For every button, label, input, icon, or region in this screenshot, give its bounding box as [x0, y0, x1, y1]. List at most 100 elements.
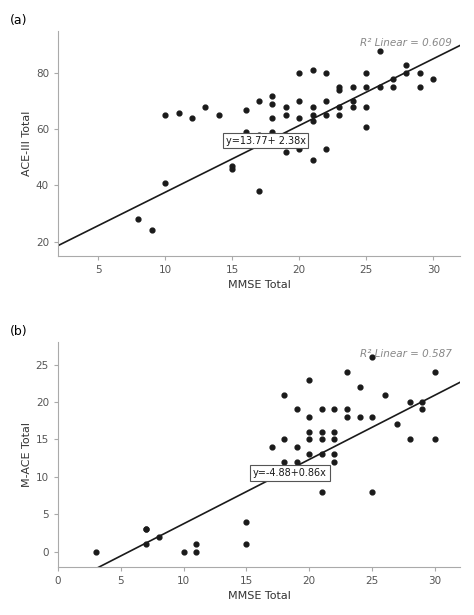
Point	[142, 539, 150, 549]
Point	[309, 66, 317, 76]
Point	[155, 532, 162, 542]
Point	[306, 375, 313, 384]
Point	[322, 68, 330, 78]
Point	[318, 472, 326, 482]
Point	[363, 68, 370, 78]
Point	[376, 46, 383, 56]
Point	[349, 97, 356, 106]
Point	[349, 102, 356, 112]
Point	[255, 186, 263, 196]
Point	[331, 434, 338, 444]
Text: R² Linear = 0.609: R² Linear = 0.609	[360, 38, 452, 48]
Point	[431, 434, 439, 444]
Point	[416, 68, 424, 78]
Text: (b): (b)	[9, 325, 27, 338]
Point	[192, 547, 200, 557]
Point	[431, 367, 439, 377]
Point	[336, 102, 343, 112]
Point	[148, 225, 155, 235]
Point	[269, 127, 276, 137]
Point	[135, 214, 142, 224]
Point	[282, 111, 290, 121]
Point	[228, 164, 236, 173]
Point	[419, 397, 426, 407]
Point	[376, 82, 383, 92]
Point	[343, 405, 351, 415]
Point	[282, 102, 290, 112]
Point	[363, 102, 370, 112]
Point	[306, 434, 313, 444]
Point	[255, 97, 263, 106]
Point	[389, 82, 397, 92]
Point	[363, 122, 370, 132]
Point	[349, 82, 356, 92]
Point	[162, 178, 169, 188]
Point	[309, 116, 317, 126]
Point	[293, 457, 301, 467]
Point	[242, 105, 249, 114]
Point	[343, 367, 351, 377]
Point	[295, 113, 303, 123]
Point	[322, 97, 330, 106]
Point	[318, 405, 326, 415]
Point	[192, 539, 200, 549]
Point	[228, 161, 236, 171]
Point	[306, 450, 313, 459]
Point	[336, 85, 343, 95]
Point	[295, 97, 303, 106]
Point	[356, 412, 364, 422]
Point	[281, 434, 288, 444]
Point	[142, 524, 150, 534]
Point	[162, 111, 169, 121]
Point	[322, 144, 330, 154]
Point	[242, 127, 249, 137]
Point	[406, 434, 414, 444]
Point	[269, 113, 276, 123]
Point	[331, 427, 338, 437]
Point	[363, 82, 370, 92]
Point	[268, 442, 275, 452]
Text: R² Linear = 0.587: R² Linear = 0.587	[360, 349, 452, 359]
Point	[293, 442, 301, 452]
Point	[381, 389, 389, 399]
Point	[309, 102, 317, 112]
Text: y=-4.88+0.86x: y=-4.88+0.86x	[253, 468, 327, 478]
Point	[343, 412, 351, 422]
Point	[282, 147, 290, 157]
Point	[406, 397, 414, 407]
Point	[318, 487, 326, 497]
Point	[243, 517, 250, 526]
Point	[188, 113, 196, 123]
Point	[429, 74, 437, 84]
Point	[306, 427, 313, 437]
Point	[243, 539, 250, 549]
Point	[322, 111, 330, 121]
Point	[368, 487, 376, 497]
Point	[318, 450, 326, 459]
Point	[336, 82, 343, 92]
Point	[331, 405, 338, 415]
Point	[269, 91, 276, 101]
Point	[269, 130, 276, 140]
Y-axis label: M-ACE Total: M-ACE Total	[21, 422, 32, 487]
Point	[393, 419, 401, 429]
Point	[255, 130, 263, 140]
Point	[403, 60, 410, 69]
Point	[309, 155, 317, 165]
Point	[368, 412, 376, 422]
Point	[282, 130, 290, 140]
Point	[309, 111, 317, 121]
Text: y=13.77+ 2.38x: y=13.77+ 2.38x	[226, 135, 306, 146]
Point	[306, 472, 313, 482]
Point	[92, 547, 100, 557]
Point	[356, 382, 364, 392]
Point	[368, 352, 376, 362]
Point	[295, 68, 303, 78]
Point	[281, 457, 288, 467]
Y-axis label: ACE-III Total: ACE-III Total	[22, 111, 32, 176]
Point	[419, 405, 426, 415]
Point	[336, 111, 343, 121]
Point	[215, 111, 223, 121]
Point	[281, 389, 288, 399]
X-axis label: MMSE Total: MMSE Total	[228, 280, 291, 290]
